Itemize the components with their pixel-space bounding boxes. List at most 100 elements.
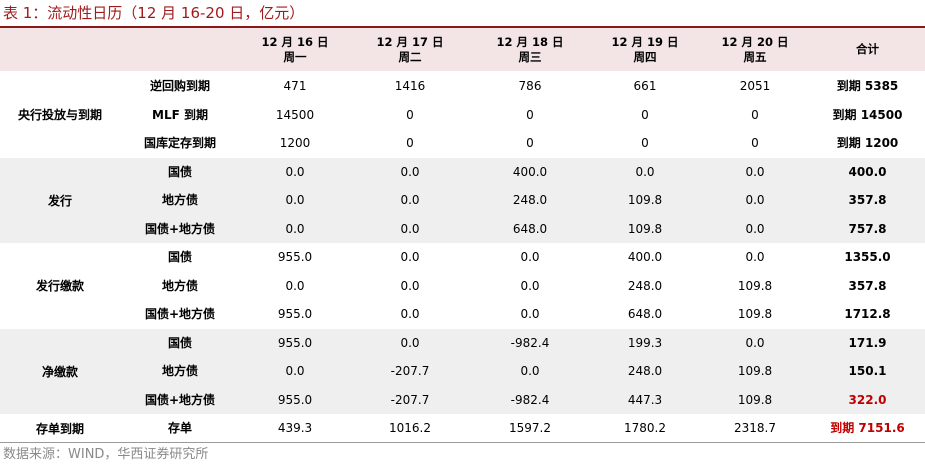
table-cell: 400.0 [512,164,548,179]
row-group: 发行 国债 0.0 0.0 400.0 0.0 0.0 400.0 地方债 0.0 0.0 248.0… [0,157,925,243]
table-cell: 0.0 [635,164,655,179]
table-cell: 0.0 [400,164,420,179]
header-weekday: 周二 [398,49,422,64]
table-cell: 0 [641,107,649,122]
row-group: 净缴款 国债 955.0 0.0 -982.4 199.3 0.0 171.9 地方债 0.0 -2… [0,328,925,414]
table-cell: 0 [751,107,759,122]
table-cell: 0 [641,136,649,150]
row-group: 存单到期 存单 439.3 1016.2 1597.2 1780.2 2318.7 到期 71… [0,414,925,443]
table-cell: 1780.2 [624,421,666,435]
group-label: 存单到期 [35,421,84,436]
header-weekday: 周三 [518,49,542,64]
bottom-rule [0,442,925,443]
table-cell: 0.0 [400,250,420,264]
table-cell: 248.0 [627,364,663,378]
table-cell: 439.3 [277,421,313,435]
group-label: 发行 [47,193,72,208]
total-cell: 357.8 [848,193,887,207]
total-cell: 到期 7151.6 [830,421,905,435]
total-cell: 400.0 [848,164,887,179]
table-cell: 661 [633,79,657,93]
group-label: 发行缴款 [35,279,84,294]
row-label: 国债 [167,250,192,264]
table-title: 表 1：流动性日历（12 月 16-20 日，亿元） [3,4,305,22]
header-date: 12 月 20 日 [721,34,789,49]
table-cell: 0.0 [400,193,420,207]
table-cell: 0.0 [520,278,540,293]
table-cell: 0.0 [400,278,420,293]
table-cell: 0 [406,136,414,150]
table-cell: 471 [283,79,307,93]
table-cell: 0.0 [400,335,420,350]
total-cell: 到期 1200 [836,136,899,150]
table-cell: 0.0 [285,278,305,293]
row-label: 地方债 [161,278,198,293]
table-cell: -207.7 [390,392,430,407]
row-label: 国债 [167,335,192,350]
header-day-3: 12 月 18 日 周三 [470,28,590,71]
table-cell: 0.0 [285,364,305,378]
row-label: 国债+地方债 [144,392,216,407]
row-label: 存单 [167,421,192,435]
table-cell: 0 [406,107,414,122]
row-group: 央行投放与到期 逆回购到期 471 1416 786 661 2051 到期 5385 MLF … [0,72,925,158]
table-cell: 0.0 [285,193,305,207]
row-label: 国债 [167,164,192,179]
table-cell: 0.0 [285,221,305,236]
total-cell: 171.9 [848,335,887,350]
title-rule [0,26,925,28]
row-label: 国库定存到期 [143,136,216,150]
table-cell: 1200 [279,136,311,150]
table-cell: 248.0 [627,278,663,293]
table-cell: 786 [518,79,542,93]
group-label: 央行投放与到期 [17,108,102,123]
table-cell: -982.4 [510,392,550,407]
table-cell: 0.0 [400,221,420,236]
table-cell: 0.0 [745,193,765,207]
table-cell: 0.0 [745,164,765,179]
table-cell: 447.3 [627,392,663,407]
table-cell: 14500 [275,107,315,122]
total-cell: 1355.0 [844,250,891,264]
table-cell: 109.8 [737,307,773,321]
table-cell: 1416 [394,79,426,93]
row-label: 地方债 [161,364,198,378]
total-cell: 322.0 [848,392,887,407]
header-date: 12 月 19 日 [611,34,679,49]
table-cell: 0 [751,136,759,150]
table-cell: 648.0 [627,307,663,321]
header-date: 12 月 17 日 [376,34,444,49]
table-cell: 400.0 [627,250,663,264]
header-weekday: 周四 [633,49,657,64]
table-cell: 109.8 [627,221,663,236]
row-label: MLF 到期 [152,107,208,122]
header-day-5: 12 月 20 日 周五 [700,28,810,71]
total-cell: 1712.8 [844,307,891,321]
table-cell: 109.8 [737,278,773,293]
table-cell: 955.0 [277,335,313,350]
table-cell: 109.8 [737,392,773,407]
table-cell: 0.0 [520,250,540,264]
table-cell: -982.4 [510,335,550,350]
table-cell: 0 [526,136,534,150]
total-cell: 150.1 [848,364,887,378]
group-label: 净缴款 [41,364,78,379]
table-cell: 648.0 [512,221,548,236]
table-cell: 109.8 [737,364,773,378]
table-cell: 1016.2 [389,421,431,435]
header-day-2: 12 月 17 日 周二 [355,28,465,71]
row-label: 地方债 [161,193,198,207]
header-total-label: 合计 [856,42,879,56]
row-label: 国债+地方债 [144,307,216,321]
table-cell: 0.0 [520,307,540,321]
table-cell: 0.0 [520,364,540,378]
table-cell: 955.0 [277,307,313,321]
table-cell: 2318.7 [734,421,776,435]
row-group: 发行缴款 国债 955.0 0.0 0.0 400.0 0.0 1355.0 地方债 0.0 0.0… [0,243,925,329]
table-cell: 1597.2 [509,421,551,435]
table-header: 12 月 16 日 周一 12 月 17 日 周二 12 月 18 日 周三 1… [0,28,925,71]
header-date: 12 月 16 日 [261,34,329,49]
header-total: 合计 [810,28,925,71]
total-cell: 到期 14500 [832,107,903,122]
table-cell: 248.0 [512,193,548,207]
